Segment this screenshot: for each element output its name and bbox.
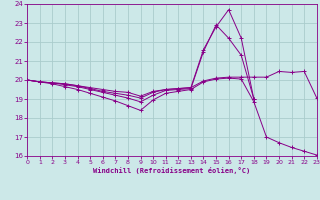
X-axis label: Windchill (Refroidissement éolien,°C): Windchill (Refroidissement éolien,°C) — [93, 167, 251, 174]
